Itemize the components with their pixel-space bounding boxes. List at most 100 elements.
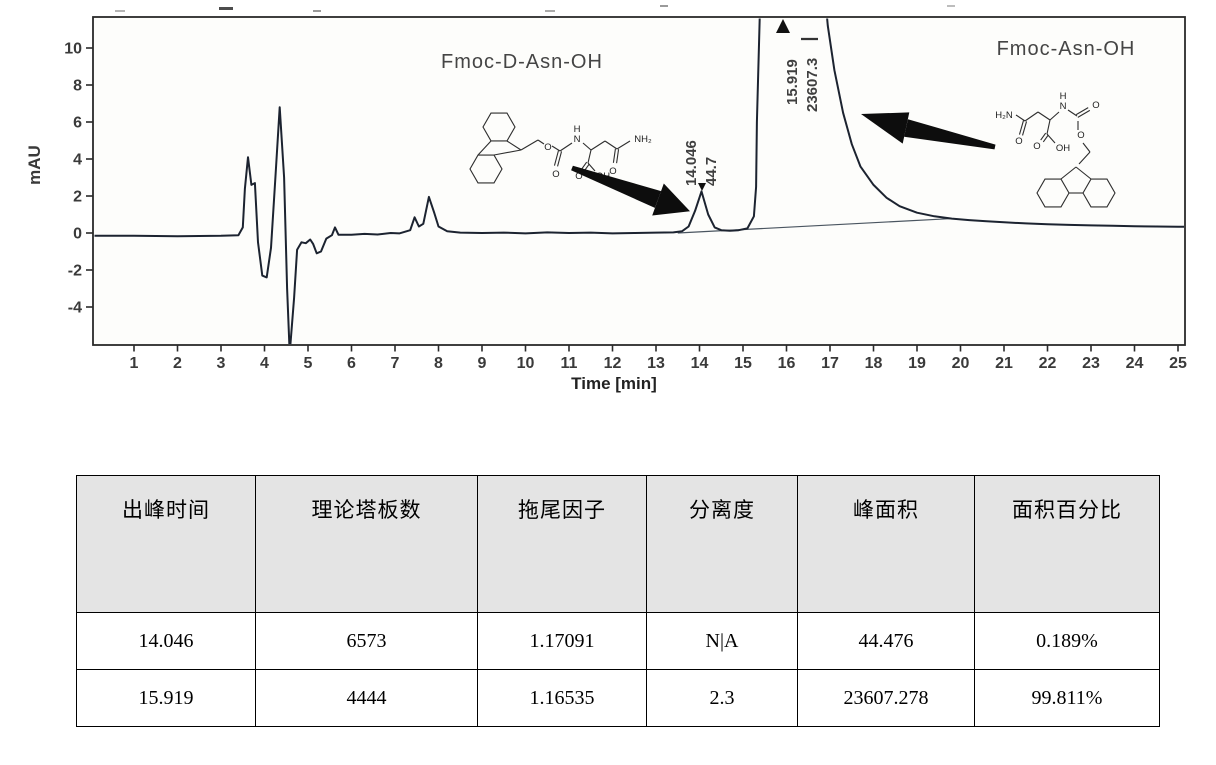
peak-results-table-wrap: 出峰时间 理论塔板数 拖尾因子 分离度 峰面积 面积百分比 14.046 657… (76, 475, 1160, 727)
atom-label: O (544, 142, 551, 153)
bond (551, 145, 561, 152)
x-tick-label: 11 (561, 355, 578, 372)
atom-label: O (1033, 141, 1040, 152)
header-resolution: 分离度 (646, 475, 798, 613)
bond (1060, 166, 1077, 180)
double-bond (1075, 107, 1089, 116)
y-tick-label: 10 (64, 41, 82, 58)
bond (604, 140, 618, 150)
compound-label-right: Fmoc-Asn-OH (997, 38, 1136, 60)
y-tick-label: 0 (73, 226, 82, 243)
benzene-ring (1036, 178, 1070, 208)
peak-results-table: 出峰时间 理论塔板数 拖尾因子 分离度 峰面积 面积百分比 14.046 657… (76, 475, 1160, 727)
x-tick-label: 23 (1082, 355, 1100, 372)
bond (587, 149, 592, 164)
annotation-arrow-right (861, 112, 996, 150)
y-tick-label: 8 (73, 78, 82, 95)
bond (493, 149, 522, 156)
header-peak-area: 峰面积 (797, 475, 975, 613)
double-bond (557, 151, 563, 167)
compound-label-left: Fmoc-D-Asn-OH (441, 51, 603, 73)
cell-area-percent: 99.811% (974, 669, 1160, 727)
bond (537, 139, 545, 145)
table-row: 14.046 6573 1.17091 N|A 44.476 0.189% (76, 612, 1160, 670)
y-tick-label: -4 (68, 300, 82, 317)
atom-label: O (609, 166, 616, 177)
atom-label: H (574, 124, 581, 135)
x-tick-label: 9 (478, 355, 487, 372)
x-tick-label: 7 (391, 355, 400, 372)
benzene-ring (482, 112, 516, 142)
bond (590, 140, 606, 151)
x-tick-label: 19 (908, 355, 926, 372)
header-tailing-factor: 拖尾因子 (477, 475, 647, 613)
double-bond (612, 148, 616, 163)
y-tick-label: 4 (73, 152, 82, 169)
bond (1024, 111, 1039, 122)
bond (506, 140, 522, 151)
peak2-rt-label: 15.919 (784, 59, 801, 105)
x-tick-label: 5 (304, 355, 313, 372)
double-bond (1040, 132, 1047, 141)
double-bond (1018, 120, 1024, 135)
cell-tailing-factor: 1.16535 (477, 669, 647, 727)
cell-retention-time: 15.919 (76, 669, 256, 727)
atom-label: O (575, 171, 582, 182)
atom-label: O (1092, 100, 1099, 111)
x-tick-label: 6 (347, 355, 356, 372)
x-tick-label: 14 (691, 355, 709, 372)
cell-tailing-factor: 1.17091 (477, 612, 647, 670)
double-bond (1077, 109, 1091, 118)
x-tick-label: 2 (173, 355, 182, 372)
peak1-area-label: 44.7 (703, 157, 720, 186)
atom-label: O (552, 169, 559, 180)
x-tick-label: 3 (217, 355, 226, 372)
table-header-row: 出峰时间 理论塔板数 拖尾因子 分离度 峰面积 面积百分比 (76, 475, 1160, 613)
x-tick-label: 17 (821, 355, 839, 372)
header-retention-time: 出峰时间 (76, 475, 256, 613)
header-area-percent: 面积百分比 (974, 475, 1160, 613)
bond (1078, 151, 1091, 165)
double-bond (1022, 121, 1028, 136)
bond (559, 142, 573, 152)
scan-artifacts (115, 5, 955, 12)
cell-resolution: 2.3 (646, 669, 798, 727)
cell-peak-area: 23607.278 (797, 669, 975, 727)
benzene-ring (469, 154, 503, 184)
atom-label: O (1015, 136, 1022, 147)
atom-label: H₂N (995, 110, 1013, 121)
atom-label: O (1077, 130, 1084, 141)
x-tick-label: 25 (1169, 355, 1187, 372)
annotation-arrow-left (571, 165, 690, 216)
bond (582, 142, 592, 151)
x-tick-label: 1 (130, 355, 139, 372)
cell-theoretical-plates: 6573 (255, 612, 478, 670)
double-bond (553, 150, 559, 166)
x-tick-label: 8 (434, 355, 443, 372)
cell-resolution: N|A (646, 612, 798, 670)
x-tick-label: 18 (865, 355, 883, 372)
cell-theoretical-plates: 4444 (255, 669, 478, 727)
x-tick-label: 12 (604, 355, 622, 372)
atom-label: NH₂ (634, 134, 652, 145)
atom-label: N (1060, 101, 1067, 112)
double-bond (1042, 134, 1049, 143)
y-axis-label: mAU (25, 145, 44, 185)
x-tick-label: 10 (517, 355, 535, 372)
peak2-area-label: 23607.3 (804, 58, 821, 112)
table-row: 15.919 4444 1.16535 2.3 23607.278 99.811… (76, 669, 1160, 727)
header-theoretical-plates: 理论塔板数 (255, 475, 478, 613)
x-tick-label: 15 (734, 355, 752, 372)
bond (1037, 111, 1051, 121)
atom-label: H (1060, 91, 1067, 102)
x-tick-label: 24 (1126, 355, 1144, 372)
cell-peak-area: 44.476 (797, 612, 975, 670)
bond (1075, 166, 1092, 180)
peak2-apex-marker (776, 19, 790, 33)
hplc-trace (94, 18, 1184, 344)
x-tick-label: 22 (1039, 355, 1057, 372)
